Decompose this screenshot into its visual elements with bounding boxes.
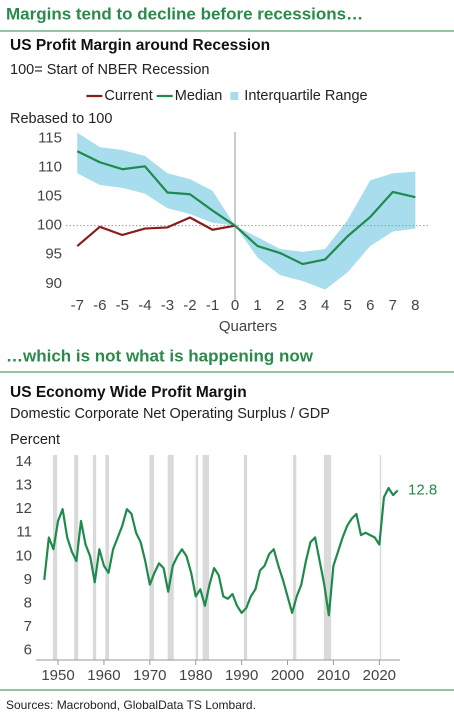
recession-band: [293, 455, 297, 660]
y-tick-label: 100: [37, 217, 62, 234]
y-tick-label: 10: [15, 547, 32, 564]
source: Sources: Macrobond, GlobalData TS Lombar…: [6, 698, 256, 712]
y-tick-label: 9: [24, 571, 32, 588]
x-tick-label: 8: [411, 297, 419, 314]
x-tick-label: 7: [389, 297, 397, 314]
x-tick-label: 2010: [317, 667, 350, 684]
x-tick-label: 3: [298, 297, 306, 314]
y-tick-label: 13: [15, 477, 32, 494]
recession-band: [379, 455, 382, 660]
x-tick-label: 1960: [87, 667, 120, 684]
recession-band: [105, 455, 109, 660]
recession-band: [52, 455, 58, 660]
iqr-band: [77, 132, 416, 290]
y-tick-label: 8: [24, 594, 32, 611]
recession-band: [243, 455, 248, 660]
x-tick-label: 2020: [363, 667, 396, 684]
x-tick-label: -7: [71, 297, 84, 314]
chart-title: US Profit Margin around Recession: [10, 37, 270, 54]
y-tick-label: 12: [15, 500, 32, 517]
y-tick-label: 105: [37, 188, 62, 205]
x-tick-label: 1990: [225, 667, 258, 684]
recession-band: [92, 455, 97, 660]
y-axis-label: Percent: [10, 432, 60, 448]
legend-label: Interquartile Range: [244, 88, 367, 104]
y-tick-label: 7: [24, 618, 32, 635]
data-line: [43, 486, 399, 617]
x-axis-label: Quarters: [219, 318, 277, 335]
legend-label: Median: [175, 88, 223, 104]
data-line: [76, 216, 236, 247]
x-tick-label: 1: [253, 297, 261, 314]
x-tick-label: -2: [183, 297, 196, 314]
x-tick-label: 1950: [41, 667, 74, 684]
end-label: 12.8: [408, 481, 437, 498]
recession-band: [195, 455, 199, 660]
x-tick-label: 5: [344, 297, 352, 314]
x-tick-label: 6: [366, 297, 374, 314]
x-tick-label: -4: [138, 297, 151, 314]
recession-band: [167, 455, 174, 660]
x-tick-label: -1: [206, 297, 219, 314]
chart-subtitle: 100= Start of NBER Recession: [10, 62, 209, 78]
y-tick-label: 115: [38, 129, 62, 146]
y-tick-label: 110: [38, 158, 62, 175]
y-tick-label: 11: [16, 524, 32, 541]
x-tick-label: 2: [276, 297, 284, 314]
x-tick-label: 0: [231, 297, 239, 314]
x-tick-label: 1970: [133, 667, 166, 684]
recession-band: [149, 455, 154, 660]
y-axis-label: Rebased to 100: [10, 111, 112, 127]
x-tick-label: 1980: [179, 667, 212, 684]
legend-swatch: [230, 92, 239, 100]
legend-label: Current: [104, 88, 152, 104]
y-tick-label: 14: [15, 453, 32, 470]
x-tick-label: -6: [93, 297, 106, 314]
x-tick-label: 4: [321, 297, 329, 314]
recession-band: [323, 455, 332, 660]
recession-band: [202, 455, 210, 660]
subheadline: …which is not what is happening now: [6, 346, 314, 365]
chart-subtitle: Domestic Corporate Net Operating Surplus…: [10, 406, 330, 422]
x-tick-label: -5: [116, 297, 129, 314]
y-tick-label: 95: [45, 246, 62, 263]
data-line: [76, 150, 416, 266]
x-tick-label: 2000: [271, 667, 304, 684]
headline: Margins tend to decline before recession…: [6, 4, 363, 23]
y-tick-label: 6: [24, 642, 32, 659]
y-tick-label: 90: [45, 275, 62, 292]
x-tick-label: -3: [161, 297, 174, 314]
chart-title: US Economy Wide Profit Margin: [10, 384, 247, 401]
